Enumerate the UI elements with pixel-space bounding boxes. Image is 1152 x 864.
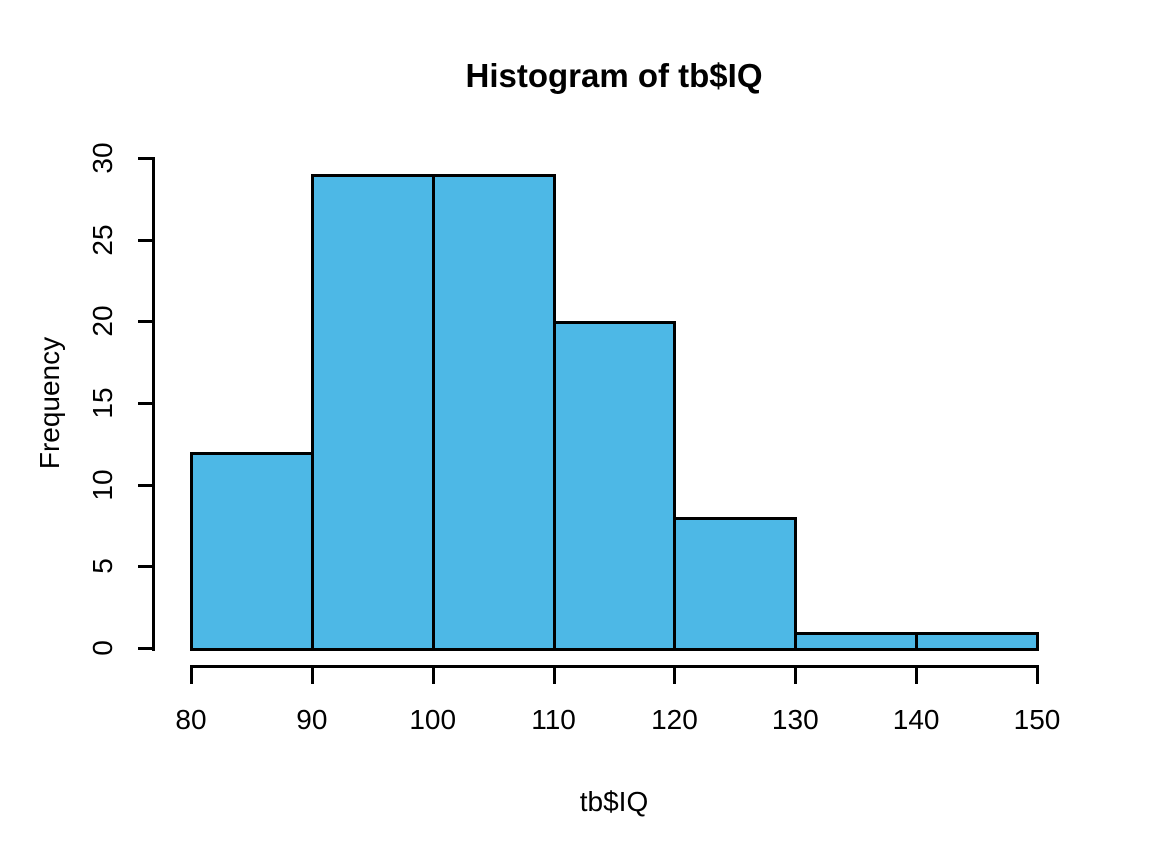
- histogram-bar: [552, 321, 677, 651]
- y-axis-tick-label: 5: [87, 558, 118, 575]
- x-axis-tick: [431, 665, 435, 684]
- x-axis-tick-label: 150: [1013, 704, 1061, 735]
- x-axis-tick-label: 80: [175, 704, 207, 735]
- x-axis-label: tb$IQ: [579, 786, 649, 817]
- x-axis-tick-label: 130: [771, 704, 819, 735]
- chart-title: Histogram of tb$IQ: [465, 57, 763, 94]
- x-axis-tick-label: 120: [651, 704, 698, 735]
- histogram-bar: [673, 517, 798, 651]
- y-axis-tick: [138, 402, 155, 405]
- y-axis-label: Frequency: [34, 336, 65, 470]
- x-axis-tick: [190, 665, 193, 684]
- y-axis-tick-label: 25: [87, 224, 118, 256]
- x-axis-tick-label: 90: [296, 704, 328, 735]
- histogram-bar: [794, 631, 919, 651]
- histogram-bar: [190, 452, 314, 651]
- histogram-bar: [915, 631, 1039, 651]
- y-axis-tick-label: 10: [87, 469, 118, 501]
- y-axis-tick: [138, 647, 155, 650]
- y-axis-tick-label: 30: [87, 142, 118, 174]
- histogram-bar: [431, 174, 556, 651]
- y-axis-tick-label: 15: [87, 387, 118, 419]
- x-axis-tick-label: 100: [409, 704, 457, 735]
- y-axis-tick-label: 20: [87, 305, 118, 337]
- y-axis-tick: [138, 157, 155, 160]
- y-axis-tick: [138, 483, 155, 487]
- x-axis-tick: [552, 665, 556, 684]
- y-axis-tick-label: 0: [87, 640, 118, 656]
- x-axis-tick: [673, 665, 677, 684]
- y-axis-tick: [138, 565, 155, 569]
- y-axis-tick: [138, 238, 155, 242]
- x-axis-tick: [1036, 665, 1039, 684]
- x-axis-tick: [794, 665, 798, 684]
- x-axis-tick: [310, 665, 314, 684]
- histogram-bar: [310, 174, 435, 651]
- x-axis-tick: [915, 665, 919, 684]
- y-axis-tick: [138, 320, 155, 324]
- x-axis-line: [190, 665, 1039, 668]
- x-axis-tick-label: 110: [531, 704, 576, 735]
- x-axis-tick-label: 140: [892, 704, 940, 735]
